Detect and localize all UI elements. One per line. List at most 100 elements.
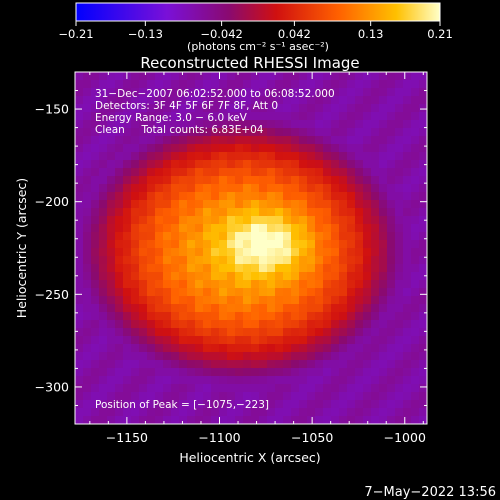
image-cell <box>315 168 324 177</box>
image-cell <box>83 112 92 121</box>
image-cell <box>307 408 316 417</box>
image-cell <box>179 192 188 201</box>
image-cell <box>99 160 108 169</box>
image-cell <box>347 400 356 409</box>
image-cell <box>179 120 188 129</box>
image-cell <box>155 304 164 313</box>
image-cell <box>283 336 292 345</box>
image-cell <box>211 368 220 377</box>
image-cell <box>323 128 332 137</box>
image-cell <box>403 184 412 193</box>
image-cell <box>379 232 388 241</box>
image-cell <box>99 168 108 177</box>
image-cell <box>339 200 348 209</box>
image-cell <box>403 376 412 385</box>
image-cell <box>243 104 252 113</box>
image-cell <box>283 144 292 153</box>
image-cell <box>219 152 228 161</box>
image-cell <box>131 272 140 281</box>
image-cell <box>203 320 212 329</box>
image-cell <box>107 152 116 161</box>
image-cell <box>235 192 244 201</box>
image-cell <box>219 168 228 177</box>
image-cell <box>259 336 268 345</box>
image-cell <box>219 80 228 89</box>
image-cell <box>187 72 196 81</box>
image-cell <box>227 392 236 401</box>
image-cell <box>195 112 204 121</box>
image-cell <box>75 328 84 337</box>
image-cell <box>99 408 108 417</box>
image-cell <box>235 160 244 169</box>
image-cell <box>339 192 348 201</box>
image-cell <box>75 224 84 233</box>
image-cell <box>179 168 188 177</box>
image-cell <box>387 216 396 225</box>
colorbar-unit-label: (photons cm⁻² s⁻¹ asec⁻²) <box>187 40 329 53</box>
image-cell <box>99 232 108 241</box>
image-cell <box>323 304 332 313</box>
image-cell <box>347 88 356 97</box>
image-cell <box>179 408 188 417</box>
image-cell <box>75 184 84 193</box>
image-cell <box>211 264 220 273</box>
image-cell <box>291 168 300 177</box>
image-cell <box>251 304 260 313</box>
image-cell <box>379 80 388 89</box>
image-cell <box>187 152 196 161</box>
image-cell <box>123 352 132 361</box>
image-cell <box>371 312 380 321</box>
image-cell <box>275 96 284 105</box>
image-cell <box>147 352 156 361</box>
image-cell <box>107 336 116 345</box>
image-cell <box>139 384 148 393</box>
image-cell <box>363 344 372 353</box>
image-cell <box>347 368 356 377</box>
image-cell <box>131 80 140 89</box>
image-cell <box>99 136 108 145</box>
image-cell <box>131 256 140 265</box>
image-cell <box>219 344 228 353</box>
image-cell <box>155 168 164 177</box>
image-cell <box>355 224 364 233</box>
image-cell <box>195 216 204 225</box>
image-cell <box>195 224 204 233</box>
image-cell <box>403 80 412 89</box>
image-cell <box>187 328 196 337</box>
image-cell <box>403 360 412 369</box>
image-cell <box>211 128 220 137</box>
image-cell <box>179 144 188 153</box>
image-cell <box>147 112 156 121</box>
colorbar-tick-label: 0.042 <box>278 27 311 41</box>
image-cell <box>331 360 340 369</box>
image-cell <box>419 288 428 297</box>
image-cell <box>251 352 260 361</box>
y-tick-label: −300 <box>35 379 69 394</box>
image-cell <box>363 208 372 217</box>
image-cell <box>155 256 164 265</box>
image-cell <box>411 400 420 409</box>
image-cell <box>419 80 428 89</box>
image-cell <box>315 344 324 353</box>
image-cell <box>363 80 372 89</box>
image-cell <box>347 120 356 129</box>
image-cell <box>275 280 284 289</box>
image-cell <box>387 208 396 217</box>
image-cell <box>259 368 268 377</box>
image-cell <box>315 256 324 265</box>
image-cell <box>283 176 292 185</box>
image-cell <box>411 208 420 217</box>
image-cell <box>299 256 308 265</box>
image-cell <box>275 168 284 177</box>
image-cell <box>395 256 404 265</box>
image-cell <box>339 104 348 113</box>
image-cell <box>307 104 316 113</box>
image-cell <box>139 112 148 121</box>
image-cell <box>115 112 124 121</box>
image-cell <box>83 184 92 193</box>
image-cell <box>83 224 92 233</box>
image-cell <box>315 232 324 241</box>
image-cell <box>347 256 356 265</box>
image-cell <box>315 152 324 161</box>
image-cell <box>99 80 108 89</box>
